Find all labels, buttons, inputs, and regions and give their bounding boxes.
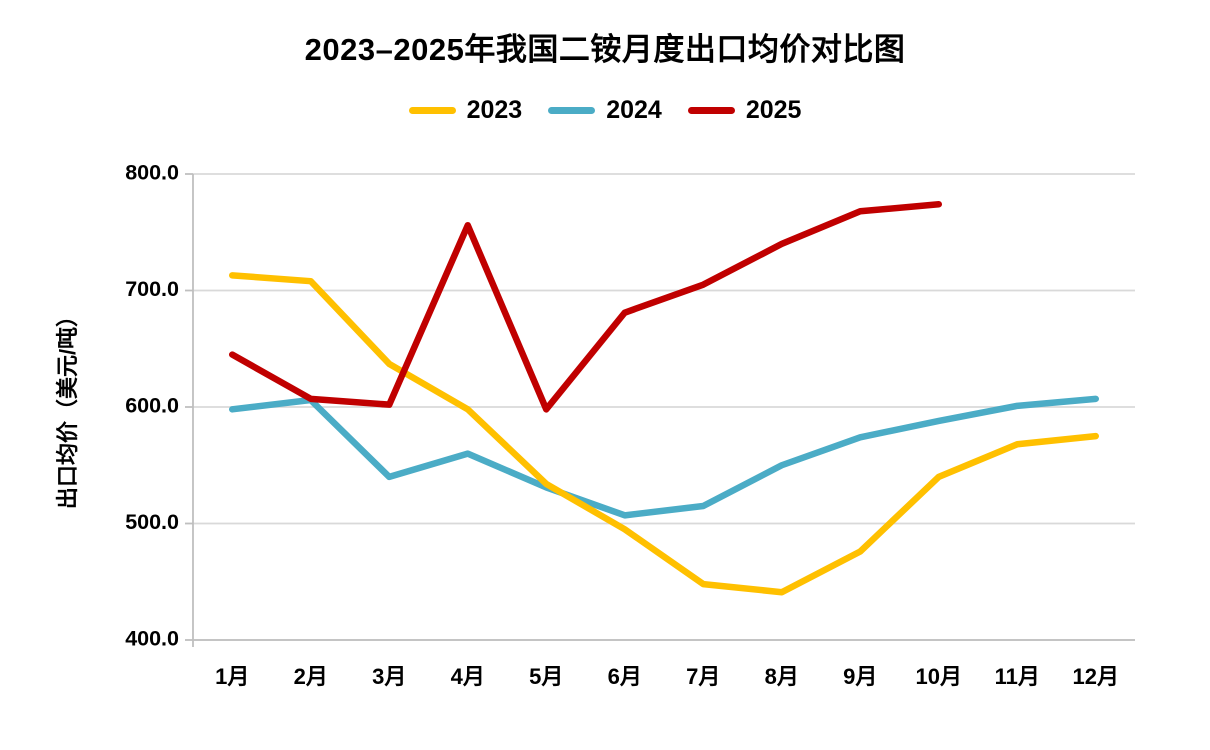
chart-title: 2023–2025年我国二铵月度出口均价对比图 [304, 32, 906, 67]
x-tick-label: 9月 [843, 664, 877, 689]
legend-swatch-2024 [548, 107, 596, 114]
legend-label-2025: 2025 [745, 96, 802, 124]
chart-legend: 2023 2024 2025 [0, 98, 1210, 123]
y-tick-label: 400.0 [125, 627, 179, 651]
x-tick-label: 7月 [686, 664, 720, 689]
x-tick-label: 10月 [916, 664, 962, 689]
legend-swatch-2023 [408, 107, 456, 114]
x-tick-label: 4月 [451, 664, 485, 689]
y-tick-label: 800.0 [125, 161, 179, 185]
line-series-2023 [229, 272, 1099, 596]
legend-label-2023: 2023 [466, 96, 523, 124]
y-tick-label: 700.0 [125, 277, 179, 301]
x-tick-label: 8月 [765, 664, 799, 689]
x-tick-label: 3月 [372, 664, 406, 689]
legend-item-2023: 2023 [408, 96, 523, 124]
y-tick-label: 500.0 [125, 510, 179, 534]
x-tick-label: 6月 [608, 664, 642, 689]
legend-item-2024: 2024 [548, 98, 662, 123]
x-tick-label: 11月 [995, 664, 1040, 689]
legend-label-2024: 2024 [606, 96, 662, 124]
x-tick-label: 2月 [294, 664, 328, 689]
legend-item-2025: 2025 [687, 96, 802, 124]
x-tick-label: 5月 [529, 664, 563, 689]
y-tick-label: 600.0 [125, 394, 179, 418]
line-series-2025 [229, 201, 942, 413]
legend-swatch-2025 [687, 107, 735, 114]
x-tick-label: 1月 [215, 664, 249, 689]
y-axis-title: 出口均价（美元/吨） [55, 305, 80, 509]
x-tick-label: 12月 [1073, 664, 1119, 689]
line-series-2024 [229, 395, 1099, 519]
